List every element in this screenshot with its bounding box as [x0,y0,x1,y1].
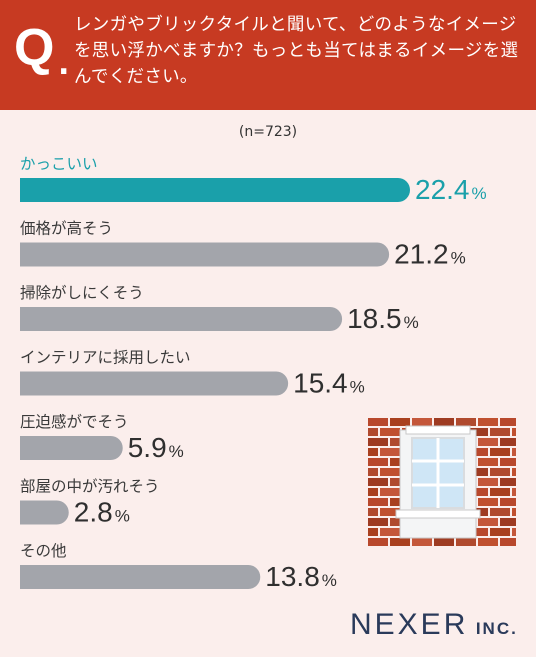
brick [512,468,516,476]
category-label: 価格が高そう [20,220,113,238]
brick [478,458,498,466]
brick [500,418,516,426]
category-label: 掃除がしにくそう [20,284,144,302]
window-illustration [395,425,481,539]
brick [478,498,498,506]
brick [368,438,388,446]
brick [468,448,488,456]
value-label: 2.8% [74,497,130,528]
brick [468,528,488,536]
brick [368,528,378,536]
category-label: 圧迫感がでそう [20,413,129,431]
bar-left-edge [20,178,44,202]
brick [468,488,488,496]
brick [500,478,516,486]
brick [434,418,454,426]
brick [512,508,516,516]
brick [490,428,510,436]
brick [490,448,510,456]
brick [380,448,400,456]
brick [456,418,476,426]
bar-left-edge [20,242,44,267]
brick [512,448,516,456]
category-label: 部屋の中が汚れそう [20,478,160,496]
value-label: 18.5% [347,303,419,334]
bar [20,307,343,331]
bar-left-edge [20,371,44,396]
brick [368,508,378,516]
brick [500,438,516,446]
brand-name: NEXER [350,608,469,641]
bar-left-edge [20,307,44,331]
brick [500,518,516,526]
bar [20,178,410,202]
brick [434,538,454,546]
brick [500,458,516,466]
brick [468,428,488,436]
brand-logo: NEXER INC. [350,608,518,642]
q-letter: Q [14,19,55,77]
brick [490,468,510,476]
bar [20,371,289,396]
brick [368,448,378,456]
brand-suffix: INC. [475,619,518,638]
value-label: 5.9% [128,432,184,463]
brick [490,528,510,536]
brick [390,418,410,426]
value-label: 22.4% [415,174,487,205]
brick [478,538,498,546]
brick [478,438,498,446]
brick [368,478,388,486]
value-label: 21.2% [394,239,466,270]
brick [380,488,400,496]
category-label: その他 [20,542,67,560]
brick [380,508,400,516]
bar-left-edge [20,436,44,460]
brick [512,488,516,496]
brick [390,538,410,546]
brick [412,538,432,546]
brick [368,428,378,436]
brick [368,498,388,506]
brick [368,488,378,496]
bar [20,565,261,589]
brick [412,418,432,426]
bar-left-edge [20,500,44,525]
brick [368,418,388,426]
brick [512,428,516,436]
brick [468,468,488,476]
brick [478,518,498,526]
value-label: 13.8% [265,561,337,592]
brick [368,518,388,526]
sample-size: (n=723) [238,124,298,140]
brick-wall-illustration [368,418,516,548]
bar [20,436,123,460]
brick [500,538,516,546]
bar [20,242,390,267]
bar-left-edge [20,565,44,589]
brick [456,538,476,546]
brick [478,418,498,426]
brick [490,508,510,516]
category-label: インテリアに採用したい [20,349,191,367]
brick [368,458,388,466]
header-banner: Q . レンガやブリックタイルと聞いて、どのようなイメージを思い浮かべますか？も… [0,0,536,110]
q-dot: . [58,47,70,82]
brick [380,528,400,536]
category-label: かっこいい [20,155,98,173]
brick [380,428,400,436]
brick [478,478,498,486]
brick [490,488,510,496]
value-label: 15.4% [293,368,365,399]
brick [368,538,388,546]
brick [512,528,516,536]
question-text: レンガやブリックタイルと聞いて、どのようなイメージを思い浮かべますか？もっとも当… [74,15,519,87]
brick [380,468,400,476]
brick [500,498,516,506]
brick [368,468,378,476]
